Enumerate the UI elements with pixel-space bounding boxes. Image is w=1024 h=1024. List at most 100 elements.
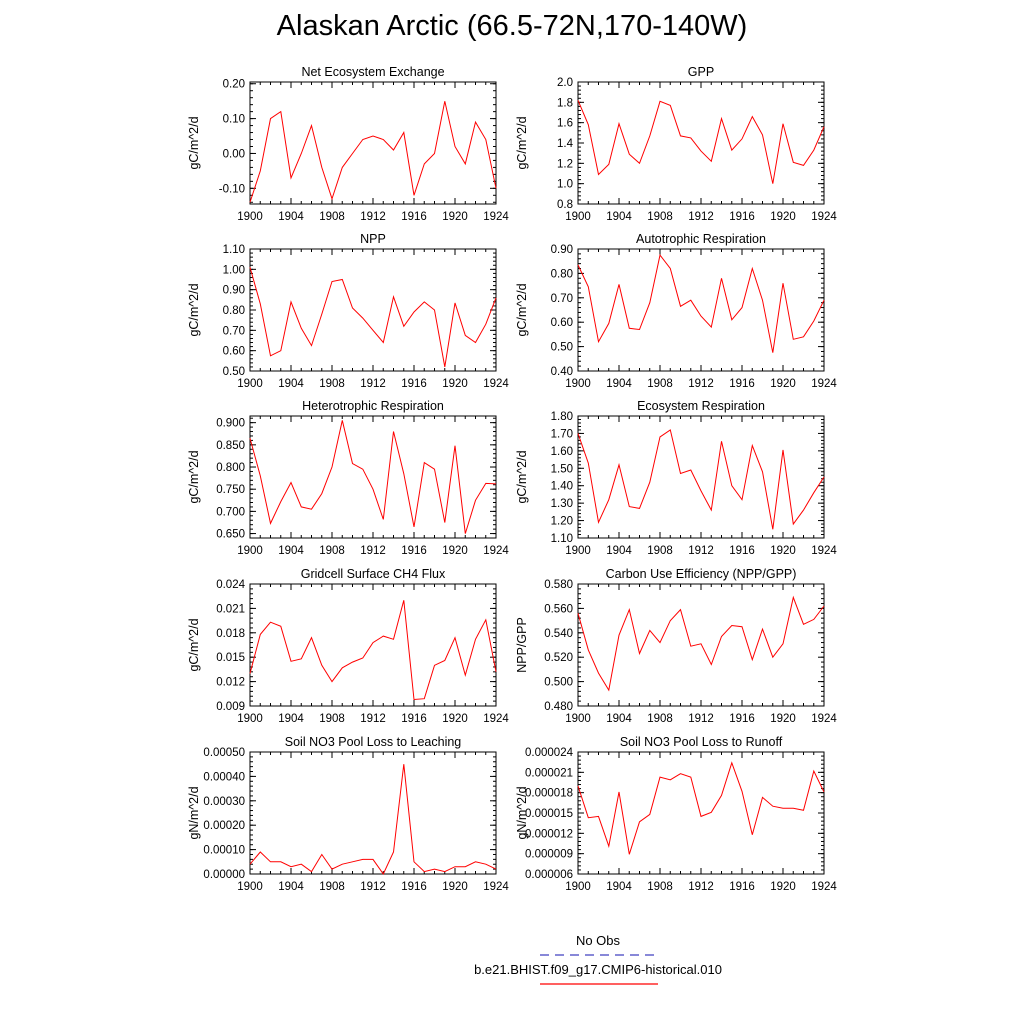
x-tick-label: 1920 <box>442 881 468 893</box>
panel-title: Carbon Use Efficiency (NPP/GPP) <box>606 567 797 581</box>
x-tick-label: 1924 <box>811 713 837 725</box>
chart-panel-0: Net Ecosystem Exchange gC/m^2/d 1900 1904 19… <box>187 65 509 223</box>
y-axis-label: NPP/GPP <box>515 617 529 673</box>
y-tick-label: 0.000018 <box>525 788 573 800</box>
y-tick-label: 1.20 <box>551 516 573 528</box>
panel-title: Soil NO3 Pool Loss to Leaching <box>285 735 462 749</box>
x-tick-label: 1908 <box>319 378 345 390</box>
panel-title: Ecosystem Respiration <box>637 399 765 413</box>
y-tick-label: 0.00040 <box>203 771 245 783</box>
x-tick-label: 1920 <box>442 211 468 223</box>
y-tick-label: 0.00 <box>223 148 245 160</box>
y-tick-label: 0.50 <box>223 366 245 378</box>
x-tick-label: 1924 <box>811 881 837 893</box>
y-tick-label: 1.60 <box>551 446 573 458</box>
series-line <box>249 101 497 203</box>
y-tick-label: 0.850 <box>216 440 245 452</box>
y-tick-label: 0.000021 <box>525 767 573 779</box>
series-line <box>577 761 825 855</box>
y-tick-label: 0.000009 <box>525 849 573 861</box>
x-tick-label: 1924 <box>811 211 837 223</box>
x-tick-label: 1900 <box>237 881 263 893</box>
y-tick-label: 1.50 <box>551 463 573 475</box>
y-tick-label: 1.2 <box>557 158 573 170</box>
x-tick-label: 1916 <box>729 211 755 223</box>
chart-panel-1: GPP gC/m^2/d 1900 1904 1908 1912 1916 1920 1924 0… <box>515 65 837 223</box>
y-axis-label: gC/m^2/d <box>187 116 201 169</box>
y-axis-label: gC/m^2/d <box>515 450 529 503</box>
y-tick-label: 1.80 <box>551 411 573 423</box>
y-tick-label: 0.480 <box>544 701 573 713</box>
series-line <box>249 600 497 701</box>
y-tick-label: 0.80 <box>551 268 573 280</box>
plot-frame <box>249 751 497 875</box>
plot-frame <box>577 248 825 372</box>
y-tick-label: 0.80 <box>223 305 245 317</box>
page-title: Alaskan Arctic (66.5-72N,170-140W) <box>276 10 748 42</box>
series-line <box>249 420 497 534</box>
chart-panel-5: Ecosystem Respiration gC/m^2/d 1900 1904 190… <box>515 399 837 557</box>
y-tick-label: 0.60 <box>551 317 573 329</box>
y-axis-label: gC/m^2/d <box>187 283 201 336</box>
x-tick-label: 1912 <box>688 881 714 893</box>
x-tick-label: 1920 <box>442 713 468 725</box>
y-tick-label: 0.00020 <box>203 820 245 832</box>
x-tick-label: 1908 <box>319 211 345 223</box>
y-tick-label: 0.40 <box>551 366 573 378</box>
plot-frame <box>249 81 497 205</box>
y-tick-label: -0.10 <box>219 183 245 195</box>
x-tick-label: 1924 <box>483 545 509 557</box>
y-tick-label: 0.540 <box>544 628 573 640</box>
y-tick-label: 0.520 <box>544 652 573 664</box>
y-tick-label: 0.50 <box>551 342 573 354</box>
y-tick-label: 0.70 <box>551 293 573 305</box>
panel-title: NPP <box>360 232 386 246</box>
plot-frame <box>577 81 825 205</box>
x-tick-label: 1908 <box>319 545 345 557</box>
x-tick-label: 1908 <box>647 881 673 893</box>
chart-panel-9: Soil NO3 Pool Loss to Runoff gN/m^2/d 1900… <box>515 735 837 893</box>
chart-panel-4: Heterotrophic Respiration gC/m^2/d 1900 190… <box>187 399 509 557</box>
x-tick-label: 1916 <box>401 545 427 557</box>
x-tick-label: 1900 <box>237 211 263 223</box>
x-tick-label: 1924 <box>483 378 509 390</box>
x-tick-label: 1912 <box>360 881 386 893</box>
x-tick-label: 1912 <box>688 713 714 725</box>
y-tick-label: 0.009 <box>216 701 245 713</box>
y-tick-label: 0.00010 <box>203 845 245 857</box>
y-tick-label: 0.90 <box>551 244 573 256</box>
x-tick-label: 1924 <box>483 881 509 893</box>
x-tick-label: 1912 <box>360 378 386 390</box>
plot-frame <box>577 583 825 707</box>
chart-panel-3: Autotrophic Respiration gC/m^2/d 1900 1904 1… <box>515 232 837 390</box>
series-line <box>577 429 825 530</box>
x-tick-label: 1900 <box>237 378 263 390</box>
x-tick-label: 1920 <box>770 378 796 390</box>
y-axis-label: gC/m^2/d <box>187 450 201 503</box>
x-tick-label: 1920 <box>770 881 796 893</box>
series-line <box>577 253 825 353</box>
x-tick-label: 1900 <box>565 881 591 893</box>
x-tick-label: 1912 <box>360 545 386 557</box>
y-tick-label: 0.8 <box>557 199 573 211</box>
y-axis-label: gN/m^2/d <box>187 786 201 839</box>
series-line <box>249 267 497 367</box>
x-tick-label: 1912 <box>688 545 714 557</box>
y-tick-label: 0.750 <box>216 484 245 496</box>
x-tick-label: 1904 <box>278 713 304 725</box>
x-tick-label: 1912 <box>360 713 386 725</box>
x-tick-label: 1908 <box>647 545 673 557</box>
y-axis-label: gC/m^2/d <box>187 618 201 671</box>
x-tick-label: 1916 <box>729 378 755 390</box>
y-tick-label: 0.70 <box>223 325 245 337</box>
x-tick-label: 1916 <box>401 713 427 725</box>
x-tick-label: 1904 <box>606 545 632 557</box>
x-tick-label: 1924 <box>483 211 509 223</box>
x-tick-label: 1916 <box>729 545 755 557</box>
y-axis-label: gC/m^2/d <box>515 283 529 336</box>
y-tick-label: 1.40 <box>551 481 573 493</box>
chart-panel-8: Soil NO3 Pool Loss to Leaching gN/m^2/d 19… <box>187 735 509 893</box>
x-tick-label: 1916 <box>401 211 427 223</box>
x-tick-label: 1920 <box>442 378 468 390</box>
